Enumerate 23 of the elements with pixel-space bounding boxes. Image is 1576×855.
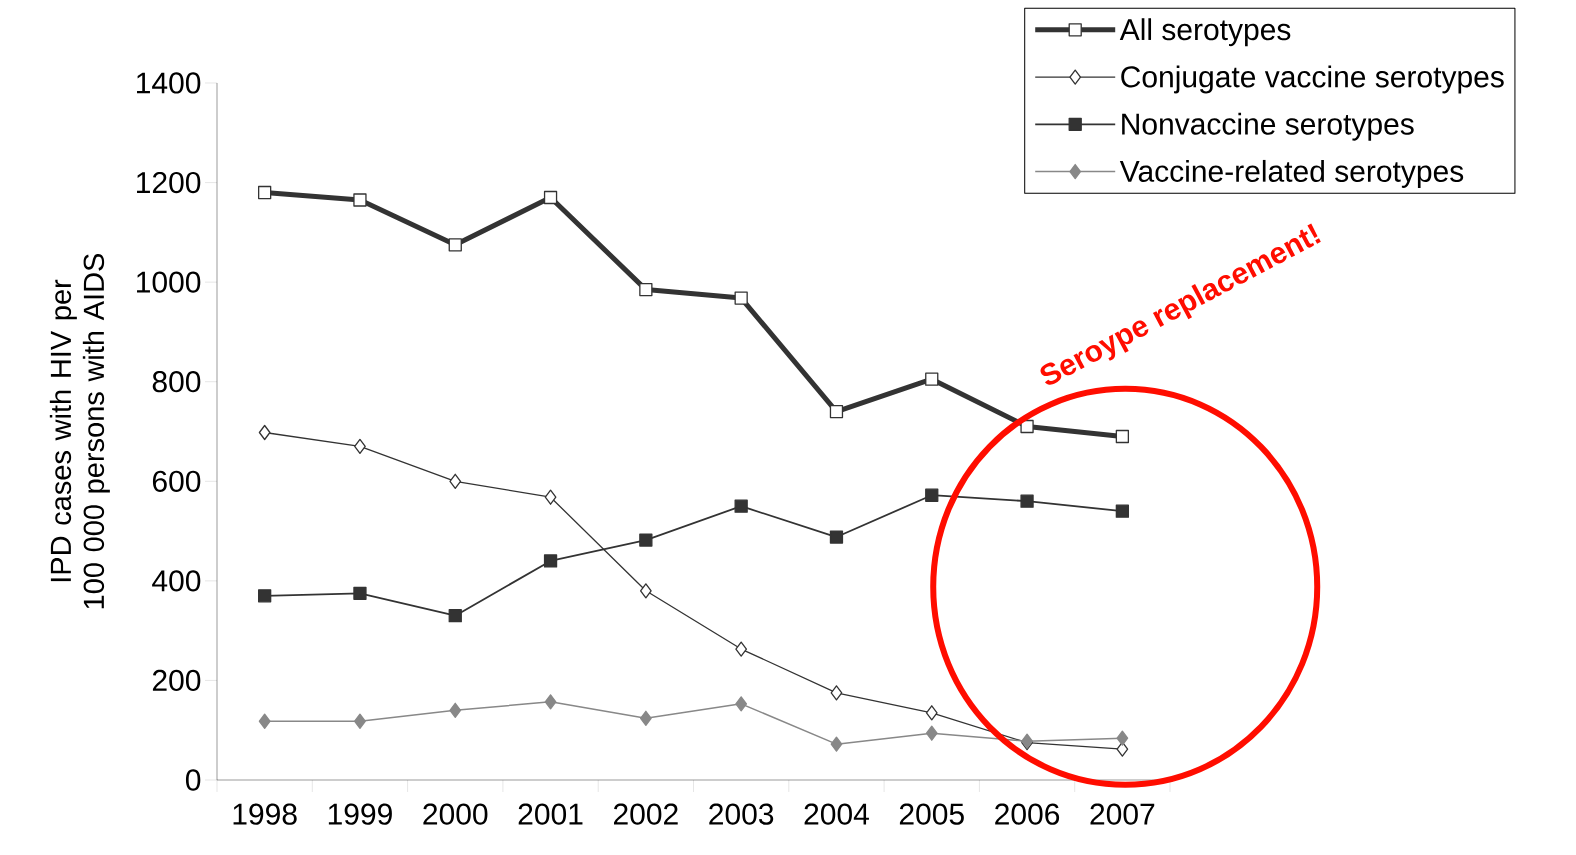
x-tick-label: 2003 <box>709 803 774 825</box>
y-tick-label: 0 <box>185 769 201 791</box>
legend-label: Vaccine-related serotypes <box>1119 159 1464 188</box>
y-tick-label: 800 <box>152 371 201 393</box>
y-tick-label: 600 <box>152 470 201 492</box>
x-tick-label: 2007 <box>1090 803 1155 825</box>
y-axis-title: IPD cases with HIV per 100 000 persons with AIDS <box>49 253 110 609</box>
x-tick-label: 2004 <box>804 803 869 825</box>
y-tick-label: 400 <box>152 570 201 592</box>
legend-label: Conjugate vaccine serotypes <box>1121 65 1504 94</box>
x-tick-label: 2005 <box>899 803 964 825</box>
legend-label: Nonvaccine serotypes <box>1122 112 1414 141</box>
y-tick-label: 200 <box>152 669 201 692</box>
x-tick-label: 2002 <box>614 803 678 825</box>
x-tick-label: 2000 <box>423 803 488 825</box>
x-tick-label: 2001 <box>518 803 583 825</box>
y-tick-label: 1000 <box>137 271 201 293</box>
legend-label: All serotypes <box>1119 18 1291 47</box>
x-tick-label: 2006 <box>995 803 1060 825</box>
x-tick-label: 1999 <box>328 803 392 825</box>
y-tick-label: 1200 <box>137 171 201 194</box>
y-tick-label: 1400 <box>137 72 201 94</box>
x-tick-label: 1998 <box>233 803 297 825</box>
